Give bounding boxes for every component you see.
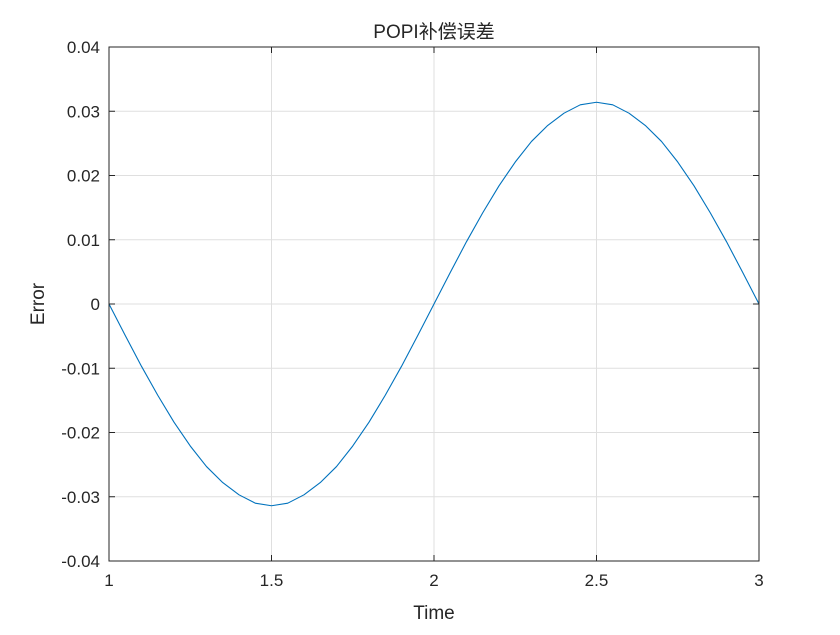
x-tick-label: 2.5 <box>585 571 609 590</box>
x-tick-label: 3 <box>754 571 763 590</box>
y-tick-label: -0.03 <box>61 488 100 507</box>
y-tick-label: 0.01 <box>67 231 100 250</box>
chart-title: POPI补偿误差 <box>373 21 494 43</box>
x-tick-label: 2 <box>429 571 438 590</box>
y-tick-label: -0.01 <box>61 359 100 378</box>
ticks: 1 1.5 2 2.5 3 -0.04 -0.03 -0.02 -0.01 0 0.01 0.02 0.… <box>61 38 763 590</box>
x-tick-label: 1 <box>104 571 113 590</box>
x-axis-label: Time <box>413 603 455 624</box>
y-tick-label: 0 <box>91 295 100 314</box>
error-series-line <box>108 101 760 507</box>
y-tick-label: 0.02 <box>67 167 100 186</box>
y-axis-label: Error <box>28 282 49 325</box>
x-tick-label: 1.5 <box>260 571 284 590</box>
y-tick-label: -0.02 <box>61 424 100 443</box>
y-tick-label: 0.04 <box>67 38 100 57</box>
y-tick-label: 0.03 <box>67 102 100 121</box>
y-tick-label: -0.04 <box>61 552 100 571</box>
series-layer <box>108 101 760 507</box>
